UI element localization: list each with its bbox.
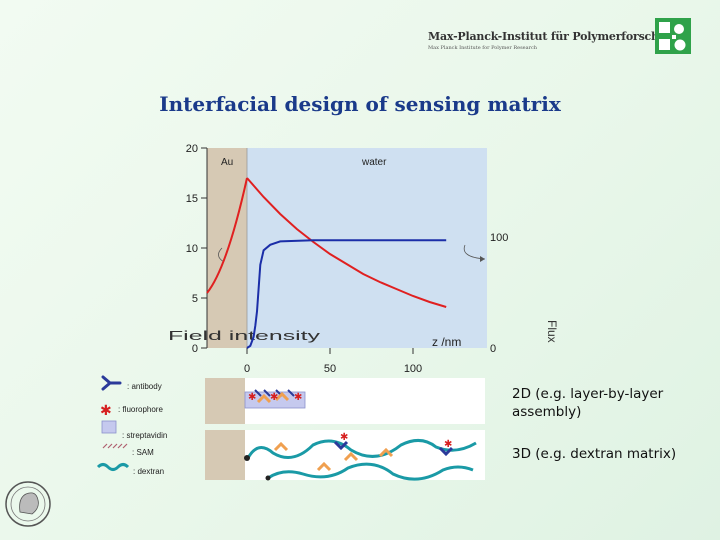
left-axis-label: Field intensity: [168, 328, 321, 343]
sam-icon: [102, 443, 128, 449]
institute-subtitle: Max Planck Institute for Polymer Researc…: [428, 45, 538, 51]
field-intensity-chart: Au water 0 5 10 15 20 0 100 0 50 100 z /nm Fiel…: [168, 143, 559, 375]
legend-sam: : SAM: [102, 443, 154, 457]
legend-dextran-label: : dextran: [133, 467, 164, 476]
left-axis-tick-label: 20: [186, 143, 198, 155]
dextran-icon: [96, 463, 130, 471]
mpip-logo-icon: [655, 18, 691, 54]
matrix-illustration: : antibody ✱ : fluorophore : streptavidi…: [5, 375, 485, 527]
series-line-0-au: [206, 177, 248, 294]
legend-streptavidin-label: : streptavidin: [122, 431, 167, 440]
institute-name: Max-Planck-Institut für Polymerforschung: [428, 30, 682, 43]
legend-sam-label: : SAM: [132, 448, 154, 457]
left-axis-tick-label: 10: [186, 243, 198, 255]
antibody-icon: [101, 375, 122, 391]
region-label-water: water: [361, 157, 387, 168]
diagram-3d: ✱ ✱: [205, 430, 485, 481]
architecture-3d-text: 3D (e.g. dextran matrix): [512, 446, 677, 462]
legend-streptavidin: : streptavidin: [101, 420, 167, 440]
series-line-0: [246, 177, 447, 308]
legend-fluorophore-label: : fluorophore: [118, 405, 163, 414]
legend-antibody: : antibody: [101, 375, 162, 391]
legend-dextran: : dextran: [96, 463, 164, 476]
legend-fluorophore: ✱ : fluorophore: [100, 403, 163, 419]
streptavidin-icon: [101, 420, 117, 434]
diagram-2d: ✱ ✱ ✱: [205, 378, 485, 424]
left-axis-tick-label: 0: [192, 343, 198, 355]
svg-text:✱: ✱: [340, 432, 348, 443]
slide-title: Interfacial design of sensing matrix: [159, 92, 561, 116]
water-region: [247, 148, 487, 348]
svg-text:✱: ✱: [248, 392, 256, 403]
au-region: [207, 148, 247, 348]
architecture-2d-text: 2D (e.g. layer-by-layer assembly): [512, 386, 664, 420]
left-axis-tick-label: 5: [192, 293, 198, 305]
x-axis-tick-label: 100: [404, 363, 422, 375]
red-arrow-icon: [218, 247, 225, 263]
svg-text:✱: ✱: [444, 439, 452, 450]
right-axis-tick-label: 100: [490, 232, 508, 244]
x-axis-tick-label: 0: [244, 363, 250, 375]
svg-text:✱: ✱: [270, 392, 278, 403]
series-line-1: [246, 239, 447, 349]
left-axis-tick-label: 15: [186, 193, 198, 205]
right-axis-tick-label: 0: [490, 343, 496, 355]
svg-text:✱: ✱: [294, 392, 302, 403]
x-axis-label: z /nm: [432, 335, 461, 349]
minerva-seal-icon: [5, 481, 51, 527]
arrowhead-icon: [480, 256, 485, 262]
region-label-au: Au: [221, 157, 233, 168]
fluorophore-icon: ✱: [100, 403, 112, 419]
right-axis-label: Flux: [545, 320, 559, 343]
legend-antibody-label: : antibody: [127, 382, 162, 391]
x-axis-tick-label: 50: [324, 363, 336, 375]
